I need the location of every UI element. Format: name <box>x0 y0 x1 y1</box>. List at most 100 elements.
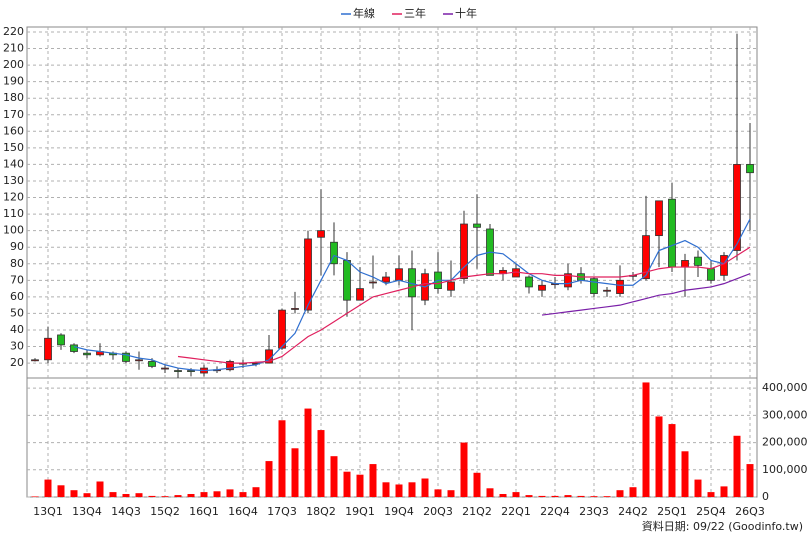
x-tick-label: 13Q4 <box>72 505 102 518</box>
candle-body <box>642 235 650 280</box>
volume-bar <box>161 496 169 497</box>
candle-body <box>226 361 234 371</box>
y2-tick-label: 100,000 <box>762 463 808 476</box>
candle-body <box>525 276 533 288</box>
x-tick-label: 22Q4 <box>540 505 570 518</box>
x-tick-label: 18Q2 <box>306 505 336 518</box>
volume-bar <box>460 442 468 497</box>
candle-body <box>460 223 468 280</box>
volume-bar <box>447 490 455 497</box>
y-tick-label: 200 <box>3 58 24 71</box>
volume-bar <box>70 490 78 497</box>
candle-body <box>616 279 624 294</box>
y-tick-label: 30 <box>10 340 24 353</box>
volume-bar <box>213 491 221 497</box>
volume-bar <box>265 461 273 497</box>
x-tick-label: 25Q4 <box>696 505 726 518</box>
y-tick-label: 130 <box>3 174 24 187</box>
x-tick-label: 16Q4 <box>228 505 258 518</box>
candle-body <box>603 289 611 292</box>
candle-body <box>590 278 598 294</box>
footnote: 資料日期: 09/22 (Goodinfo.tw) <box>642 519 803 533</box>
candle-body <box>174 370 182 372</box>
candle-body <box>382 276 390 283</box>
volume-bar <box>96 481 104 497</box>
ma-line <box>541 273 751 316</box>
y-tick-label: 90 <box>10 240 24 253</box>
volume-bar <box>564 495 572 497</box>
volume-bar <box>304 408 312 497</box>
volume-bar <box>681 451 689 497</box>
volume-bar <box>382 482 390 497</box>
volume-bar <box>44 479 52 497</box>
candle-body <box>83 352 91 356</box>
volume-bar <box>239 492 247 497</box>
candle-body <box>317 230 325 238</box>
x-tick-label: 21Q2 <box>462 505 492 518</box>
volume-bar <box>694 479 702 497</box>
volume-bar <box>590 496 598 497</box>
volume-bar <box>356 474 364 497</box>
volume-bar <box>707 492 715 497</box>
x-tick-label: 23Q3 <box>579 505 609 518</box>
legend-label: 十年 <box>455 6 477 20</box>
volume-bar <box>733 435 741 497</box>
volume-bar <box>291 448 299 497</box>
candle-body <box>668 198 676 268</box>
x-tick-label: 14Q3 <box>111 505 141 518</box>
volume-bar <box>577 495 585 497</box>
candle-body <box>57 334 65 346</box>
candle-body <box>122 352 130 362</box>
legend-label: 三年 <box>404 6 426 20</box>
y2-tick-label: 0 <box>762 490 769 503</box>
volume-bar <box>473 472 481 497</box>
y-tick-label: 150 <box>3 141 24 154</box>
y-tick-label: 170 <box>3 108 24 121</box>
y-tick-label: 110 <box>3 207 24 220</box>
volume-bar <box>538 495 546 497</box>
candle-body <box>330 241 338 265</box>
volume-bar <box>668 424 676 497</box>
volume-bar <box>109 492 117 497</box>
y-tick-label: 80 <box>10 257 24 270</box>
y-tick-label: 60 <box>10 290 24 303</box>
volume-bar <box>629 487 637 497</box>
volume-bar <box>395 484 403 497</box>
candle-body <box>447 281 455 291</box>
candle-body <box>681 260 689 268</box>
candle-body <box>733 164 741 251</box>
y-tick-label: 50 <box>10 306 24 319</box>
volume-bar <box>720 486 728 497</box>
ma-line <box>177 246 751 364</box>
volume-bar <box>187 494 195 497</box>
volume-bar <box>252 487 260 497</box>
volume-bar <box>278 420 286 497</box>
x-tick-label: 16Q1 <box>189 505 219 518</box>
volume-bar <box>551 495 559 497</box>
candle-body <box>707 268 715 281</box>
y-tick-label: 100 <box>3 224 24 237</box>
volume-bar <box>317 430 325 497</box>
volume-bar <box>83 493 91 497</box>
candle-body <box>720 255 728 276</box>
volume-bar <box>655 416 663 497</box>
x-tick-label: 25Q1 <box>657 505 687 518</box>
x-tick-label: 24Q2 <box>618 505 648 518</box>
y-tick-label: 180 <box>3 91 24 104</box>
candle-body <box>369 281 377 284</box>
candle-body <box>694 256 702 266</box>
candle-body <box>564 273 572 288</box>
x-tick-label: 22Q1 <box>501 505 531 518</box>
y-tick-label: 70 <box>10 273 24 286</box>
volume-bar <box>434 489 442 497</box>
candle-body <box>161 367 169 370</box>
candle-body <box>148 361 156 367</box>
candle-body <box>278 309 286 349</box>
volume-bar <box>369 464 377 497</box>
volume-bar <box>31 496 39 497</box>
volume-bar <box>148 495 156 497</box>
volume-bar <box>226 489 234 497</box>
x-tick-label: 20Q3 <box>423 505 453 518</box>
